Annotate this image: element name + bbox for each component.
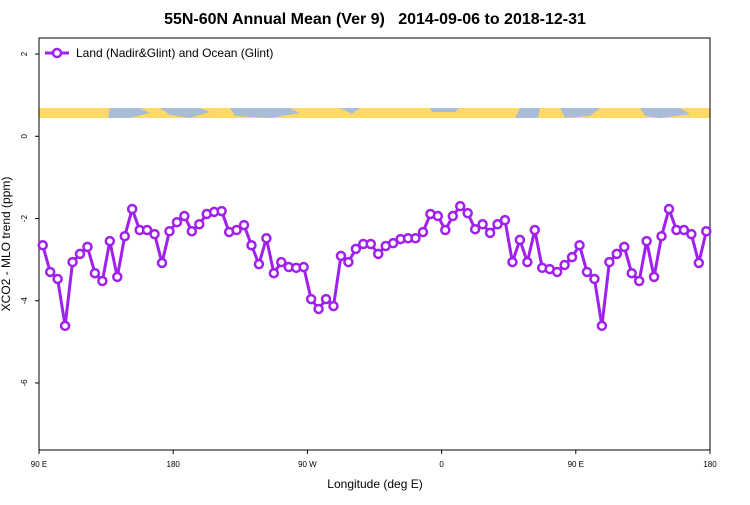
x-axis-label: Longitude (deg E) [327,477,422,491]
data-point [37,239,48,251]
data-point [298,261,309,273]
data-point [432,210,444,222]
y-tick-label: 0 [20,133,29,138]
data-point [440,224,451,236]
data-point [82,241,93,253]
data-point [693,257,705,269]
data-point [484,227,496,239]
x-tick-label: 0 [439,460,444,469]
data-point [462,207,473,219]
data-point [194,219,205,230]
data-point [663,203,675,215]
data-point [328,300,339,312]
data-point [581,266,593,278]
data-point [656,230,667,242]
data-point [350,243,362,255]
data-point [164,226,175,237]
data-point [611,248,623,260]
data-point [447,210,459,222]
data-point [626,267,637,279]
data-point [686,228,697,240]
data-point [216,205,227,217]
data-point [574,239,585,251]
legend-label: Land (Nadir&Glint) and Ocean (Glint) [76,46,273,60]
data-point [268,267,280,279]
data-point [343,256,354,268]
data-point [492,219,503,230]
data-point [89,267,101,279]
data-point [97,275,108,287]
y-tick-label: -2 [20,214,29,222]
data-point [469,223,481,235]
data-point [335,250,347,262]
data-point [149,228,160,240]
data-point [522,256,533,268]
data-point [454,200,466,212]
data-point [104,235,116,247]
data-point [67,256,78,268]
data-point [59,320,71,332]
data-point [171,216,183,228]
chart-title: 55N-60N Annual Mean (Ver 9) 2014-09-06 t… [164,11,586,28]
y-tick-label: -6 [20,379,29,387]
data-point [119,230,130,242]
data-point [417,226,429,238]
x-tick-label: 90 E [31,460,47,469]
x-tick-label: 180 [167,460,181,469]
data-point [499,214,511,226]
data-point [141,224,153,236]
data-point [74,248,86,260]
y-tick-label: 2 [20,51,29,56]
data-point [126,203,138,215]
data-point [44,266,56,278]
data-point [320,293,332,305]
x-tick-label: 90 W [298,460,317,469]
data-point [514,234,526,246]
data-point [276,256,287,268]
data-point [253,258,265,270]
data-point [186,226,198,237]
legend-marker [51,47,63,59]
data-point [238,219,250,231]
data-point [619,241,630,253]
data-point [566,251,578,263]
data-point [410,232,421,244]
data-point [477,219,488,230]
data-point [313,303,324,315]
data-point [52,273,63,285]
data-point [633,275,645,287]
data-point [365,238,377,250]
data-point [641,235,652,247]
data-point [372,248,384,260]
y-axis-label: XCO2 - MLO trend (ppm) [0,177,13,312]
map-strip [39,108,710,118]
data-point [507,256,518,268]
x-tick-label: 90 E [568,460,584,469]
data-point [305,293,317,305]
data-point [156,257,168,269]
data-point [596,320,608,332]
data-point [246,239,257,251]
data-point [701,226,712,237]
data-point [551,266,563,278]
data-point [231,224,242,236]
data-point [261,232,272,244]
y-tick-label: -4 [20,297,29,305]
data-point [648,271,660,283]
data-point [179,210,190,222]
data-point [387,237,399,249]
data-point [529,224,541,236]
data-point [589,273,600,285]
data-point [559,259,570,271]
x-tick-label: 180 [703,460,717,469]
data-point [112,271,123,283]
data-point [604,256,615,268]
data-point [678,224,690,236]
